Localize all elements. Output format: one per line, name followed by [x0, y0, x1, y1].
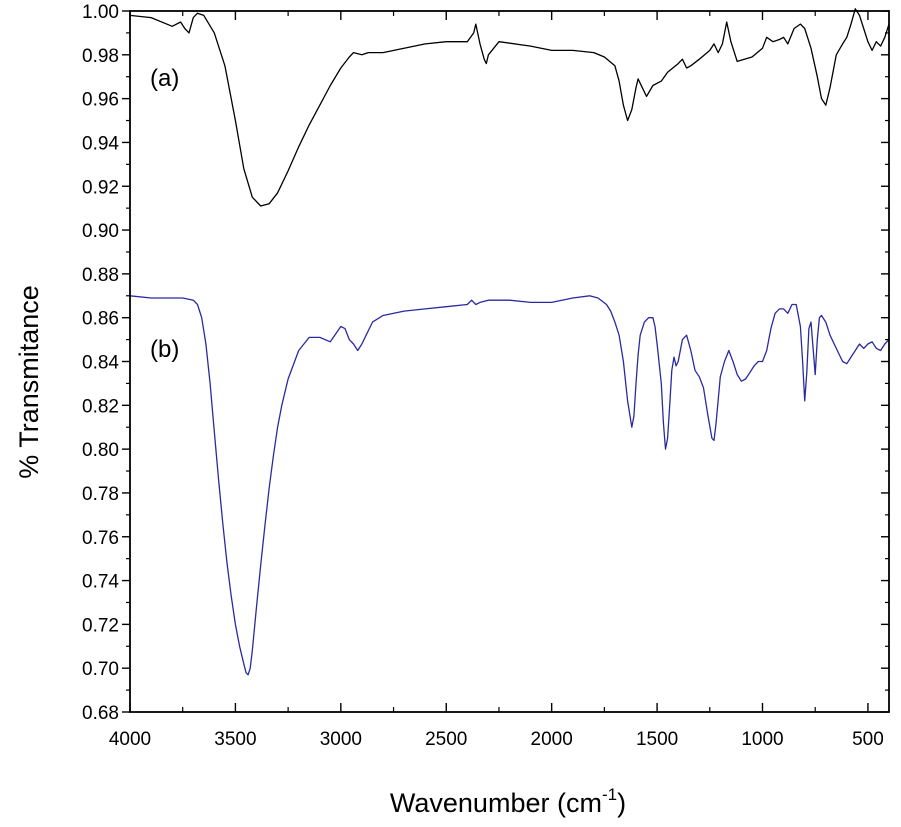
- x-axis-title-main: Wavenumber (cm: [390, 788, 602, 818]
- series-label-a: (a): [150, 65, 179, 92]
- y-tick-label: 0.98: [82, 46, 119, 67]
- y-tick-label: 0.90: [82, 221, 119, 242]
- x-tick-label: 2500: [425, 729, 467, 750]
- y-tick-label: 0.74: [82, 572, 119, 593]
- tick-layer: [122, 10, 889, 713]
- x-tick-label: 3500: [214, 729, 256, 750]
- series-line-b: [129, 295, 890, 676]
- y-tick-label: 0.78: [82, 484, 119, 505]
- x-tick-label: 4000: [109, 729, 151, 750]
- y-tick-label: 0.76: [82, 528, 119, 549]
- y-tick-label: 0.68: [82, 703, 119, 724]
- y-tick-label: 0.82: [82, 396, 119, 417]
- x-tick-label: 3000: [320, 729, 362, 750]
- series-layer: [129, 8, 890, 676]
- x-tick-label: 500: [852, 729, 884, 750]
- y-axis-title: % Transmitance: [14, 285, 44, 479]
- y-tick-label: 0.92: [82, 177, 119, 198]
- y-tick-label: 0.94: [82, 133, 119, 154]
- x-axis-title: Wavenumber (cm-1): [390, 785, 626, 818]
- x-tick-label: 2000: [531, 729, 573, 750]
- y-tick-label: 1.00: [82, 2, 119, 23]
- y-tick-label: 0.96: [82, 90, 119, 111]
- series-line-a: [129, 8, 890, 207]
- series-label-b: (b): [150, 336, 179, 363]
- x-axis-title-superscript: -1: [602, 785, 617, 804]
- plot-frame: [129, 10, 890, 713]
- y-tick-label: 0.80: [82, 440, 119, 461]
- y-tick-label: 0.86: [82, 309, 119, 330]
- y-tick-label: 0.72: [82, 615, 119, 636]
- x-axis-title-close: ): [617, 788, 626, 818]
- x-tick-label: 1000: [741, 729, 783, 750]
- x-tick-label: 1500: [636, 729, 678, 750]
- label-layer: 4000 3500 3000 2500 2000 1500 1000 500 0.68 0.70 0…: [82, 2, 884, 750]
- y-tick-label: 0.70: [82, 659, 119, 680]
- y-tick-label: 0.88: [82, 265, 119, 286]
- y-tick-label: 0.84: [82, 353, 119, 374]
